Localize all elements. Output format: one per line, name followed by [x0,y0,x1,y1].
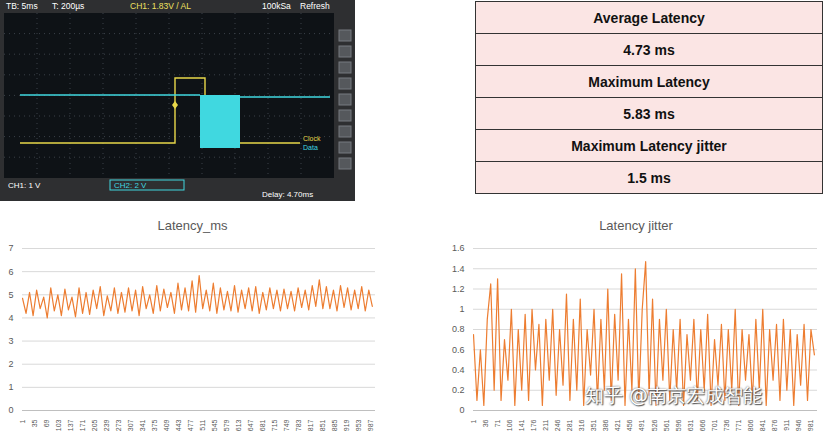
svg-text:CH1: 1 V: CH1: 1 V [8,181,41,190]
svg-text:36: 36 [482,419,489,427]
svg-text:491: 491 [638,419,645,431]
svg-text:526: 526 [651,419,658,431]
svg-text:421: 421 [614,419,621,431]
svg-text:351: 351 [590,419,597,431]
html-text:Maximum Latency jitter: Maximum Latency jitter [571,137,727,154]
svg-text:817: 817 [307,419,314,431]
svg-text:T: 200µs: T: 200µs [52,1,84,11]
svg-text:0: 0 [8,405,13,415]
svg-text:409: 409 [163,419,170,431]
svg-text:911: 911 [783,419,790,430]
html-text:Maximum Latency: Maximum Latency [588,73,710,90]
svg-text:1: 1 [459,304,464,314]
svg-text:69: 69 [43,419,50,427]
svg-text:71: 71 [494,419,501,427]
svg-text:Delay: 4.70ms: Delay: 4.70ms [262,190,313,199]
svg-text:631: 631 [687,419,694,431]
html-text:4.73 ms: 4.73 ms [623,41,675,58]
html-text:Latency jitter: Latency jitter [599,218,673,233]
svg-text:596: 596 [675,419,682,431]
svg-text:7: 7 [8,243,13,253]
svg-text:341: 341 [139,419,146,431]
svg-text:736: 736 [723,419,730,431]
svg-text:1.4: 1.4 [452,264,465,274]
svg-text:4: 4 [8,313,13,323]
svg-text:666: 666 [699,419,706,431]
svg-text:137: 137 [67,419,74,431]
svg-text:205: 205 [91,419,98,431]
svg-text:841: 841 [759,419,766,431]
svg-text:211: 211 [542,419,549,430]
svg-text:141: 141 [518,419,525,431]
svg-text:5: 5 [8,290,13,300]
svg-text:545: 545 [211,419,218,431]
svg-text:1: 1 [8,382,13,392]
svg-text:806: 806 [747,419,754,431]
svg-text:1.6: 1.6 [452,243,465,253]
svg-text:851: 851 [319,419,326,431]
svg-text:2: 2 [8,359,13,369]
html-text:Average Latency: Average Latency [593,9,705,26]
svg-text:561: 561 [663,419,670,431]
svg-text:246: 246 [554,419,561,431]
svg-text:0: 0 [459,405,464,415]
svg-text:TB: 5ms: TB: 5ms [6,1,38,11]
svg-text:456: 456 [626,419,633,431]
html-text:知乎 @南京宏成智能: 知乎 @南京宏成智能 [585,384,762,406]
svg-text:106: 106 [506,419,513,431]
svg-text:1: 1 [470,419,477,423]
svg-text:CH1: 1.83V / AL: CH1: 1.83V / AL [130,1,191,11]
svg-text:CH2: 2 V: CH2: 2 V [114,181,147,190]
svg-text:919: 919 [343,419,350,431]
svg-text:981: 981 [807,419,814,431]
svg-text:885: 885 [331,419,338,431]
svg-text:Data: Data [303,144,318,151]
svg-text:0.4: 0.4 [452,365,465,375]
svg-text:386: 386 [602,419,609,431]
svg-text:647: 647 [247,419,254,431]
svg-text:0.6: 0.6 [452,345,465,355]
svg-text:3: 3 [8,336,13,346]
svg-text:1.2: 1.2 [452,284,465,294]
svg-text:281: 281 [566,419,573,431]
svg-text:771: 771 [735,419,742,431]
svg-text:1: 1 [19,419,26,423]
svg-text:171: 171 [79,419,86,431]
svg-text:0.2: 0.2 [452,385,465,395]
svg-text:Refresh: Refresh [300,1,330,11]
svg-text:375: 375 [151,419,158,431]
svg-text:613: 613 [235,419,242,431]
svg-text:783: 783 [295,419,302,431]
html-text:1.5 ms: 1.5 ms [627,169,671,186]
svg-text:176: 176 [530,419,537,431]
svg-text:579: 579 [223,419,230,431]
svg-text:103: 103 [55,419,62,431]
svg-text:749: 749 [283,419,290,431]
svg-text:0.8: 0.8 [452,324,465,334]
svg-text:511: 511 [199,419,206,430]
svg-text:953: 953 [355,419,362,431]
svg-text:35: 35 [31,419,38,427]
svg-text:316: 316 [578,419,585,431]
svg-text:946: 946 [795,419,802,431]
svg-text:239: 239 [103,419,110,431]
svg-text:876: 876 [771,419,778,431]
svg-text:273: 273 [115,419,122,431]
svg-text:307: 307 [127,419,134,431]
svg-text:6: 6 [8,267,13,277]
svg-text:681: 681 [259,419,266,431]
svg-text:715: 715 [271,419,278,431]
html-text:5.83 ms: 5.83 ms [623,105,675,122]
svg-text:987: 987 [367,419,374,431]
svg-text:701: 701 [711,419,718,431]
svg-text:100kSa: 100kSa [262,1,291,11]
svg-text:443: 443 [175,419,182,431]
svg-text:477: 477 [187,419,194,431]
html-text:Latency_ms: Latency_ms [157,218,228,233]
svg-text:Clock: Clock [303,135,321,142]
